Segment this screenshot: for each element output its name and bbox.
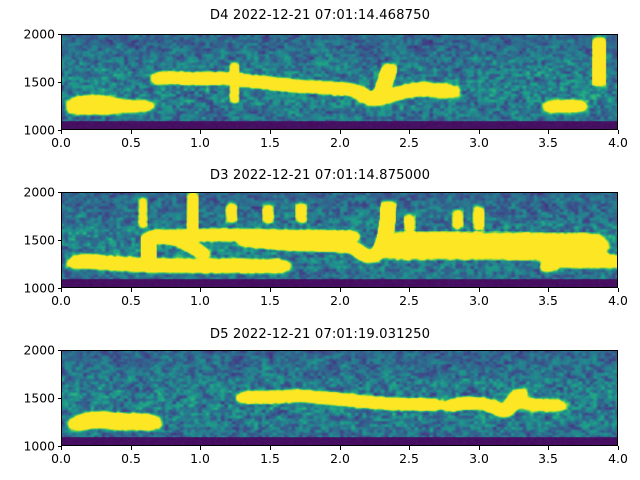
x-tick-mark [270, 446, 271, 450]
x-tick-label: 3.5 [538, 135, 558, 150]
x-tick-label: 1.0 [190, 135, 210, 150]
x-tick-mark [548, 130, 549, 134]
x-tick-label: 0.5 [121, 293, 141, 308]
y-tick-mark [57, 82, 61, 83]
x-tick-mark [479, 130, 480, 134]
spectrogram-panel-3: D5 2022-12-21 07:01:19.031250 0.0 0.5 1.0 1… [0, 320, 640, 480]
x-tick-label: 1.5 [260, 451, 280, 466]
y-tick-label: 1500 [23, 390, 55, 406]
x-tick-mark [61, 288, 62, 292]
x-tick-label: 3.0 [469, 135, 489, 150]
y-tick-label: 1500 [23, 74, 55, 90]
x-tick-mark [409, 446, 410, 450]
spectrogram-panel-1: D4 2022-12-21 07:01:14.468750 0.0 0.5 1.0 1… [0, 0, 640, 160]
x-tick-mark [409, 130, 410, 134]
x-tick-mark [548, 288, 549, 292]
x-tick-mark [340, 288, 341, 292]
axes-area-2 [61, 192, 618, 288]
x-tick-mark [479, 446, 480, 450]
x-tick-mark [270, 288, 271, 292]
y-tick-mark [57, 192, 61, 193]
x-tick-mark [409, 288, 410, 292]
y-tick-label: 1000 [23, 122, 55, 138]
x-tick-label: 2.5 [399, 135, 419, 150]
y-tick-label: 1000 [23, 280, 55, 296]
x-tick-label: 0.0 [51, 451, 71, 466]
x-tick-mark [61, 130, 62, 134]
x-tick-label: 1.0 [190, 293, 210, 308]
y-tick-mark [57, 350, 61, 351]
x-tick-label: 2.0 [330, 293, 350, 308]
x-tick-label: 2.5 [399, 293, 419, 308]
axes-area-3 [61, 350, 618, 446]
x-tick-mark [618, 288, 619, 292]
x-tick-label: 1.5 [260, 135, 280, 150]
x-tick-mark [200, 288, 201, 292]
spectrogram-image-3 [62, 351, 617, 445]
y-tick-mark [57, 240, 61, 241]
x-tick-mark [479, 288, 480, 292]
spectrogram-image-2 [62, 193, 617, 287]
x-tick-label: 1.5 [260, 293, 280, 308]
x-tick-mark [131, 288, 132, 292]
x-tick-mark [618, 446, 619, 450]
x-tick-mark [131, 446, 132, 450]
y-tick-label: 1500 [23, 232, 55, 248]
x-tick-mark [340, 130, 341, 134]
y-tick-mark [57, 288, 61, 289]
panel-title-2: D3 2022-12-21 07:01:14.875000 [209, 168, 431, 183]
x-tick-label: 0.5 [121, 135, 141, 150]
x-tick-label: 3.5 [538, 451, 558, 466]
x-tick-label: 0.0 [51, 293, 71, 308]
x-tick-label: 0.5 [121, 451, 141, 466]
x-tick-mark [61, 446, 62, 450]
y-tick-label: 2000 [23, 184, 55, 200]
x-tick-mark [548, 446, 549, 450]
x-tick-label: 0.0 [51, 135, 71, 150]
x-tick-mark [340, 446, 341, 450]
y-tick-label: 2000 [23, 342, 55, 358]
x-tick-mark [200, 446, 201, 450]
y-tick-label: 2000 [23, 26, 55, 42]
spectrogram-image-1 [62, 35, 617, 129]
x-tick-label: 3.0 [469, 451, 489, 466]
spectrogram-panel-2: D3 2022-12-21 07:01:14.875000 0.0 0.5 1.0 1… [0, 160, 640, 320]
x-tick-mark [270, 130, 271, 134]
x-tick-mark [131, 130, 132, 134]
x-tick-label: 3.0 [469, 293, 489, 308]
x-tick-label: 4.0 [608, 293, 628, 308]
y-tick-mark [57, 446, 61, 447]
x-tick-mark [618, 130, 619, 134]
x-tick-label: 1.0 [190, 451, 210, 466]
y-tick-mark [57, 398, 61, 399]
x-tick-label: 2.0 [330, 451, 350, 466]
axes-area-1 [61, 34, 618, 130]
x-tick-label: 3.5 [538, 293, 558, 308]
y-tick-mark [57, 34, 61, 35]
x-tick-label: 4.0 [608, 451, 628, 466]
y-tick-mark [57, 130, 61, 131]
x-tick-label: 2.5 [399, 451, 419, 466]
x-tick-label: 2.0 [330, 135, 350, 150]
panel-title-3: D5 2022-12-21 07:01:19.031250 [209, 327, 431, 342]
x-tick-mark [200, 130, 201, 134]
x-tick-label: 4.0 [608, 135, 628, 150]
y-tick-label: 1000 [23, 438, 55, 454]
panel-title-1: D4 2022-12-21 07:01:14.468750 [209, 8, 431, 23]
